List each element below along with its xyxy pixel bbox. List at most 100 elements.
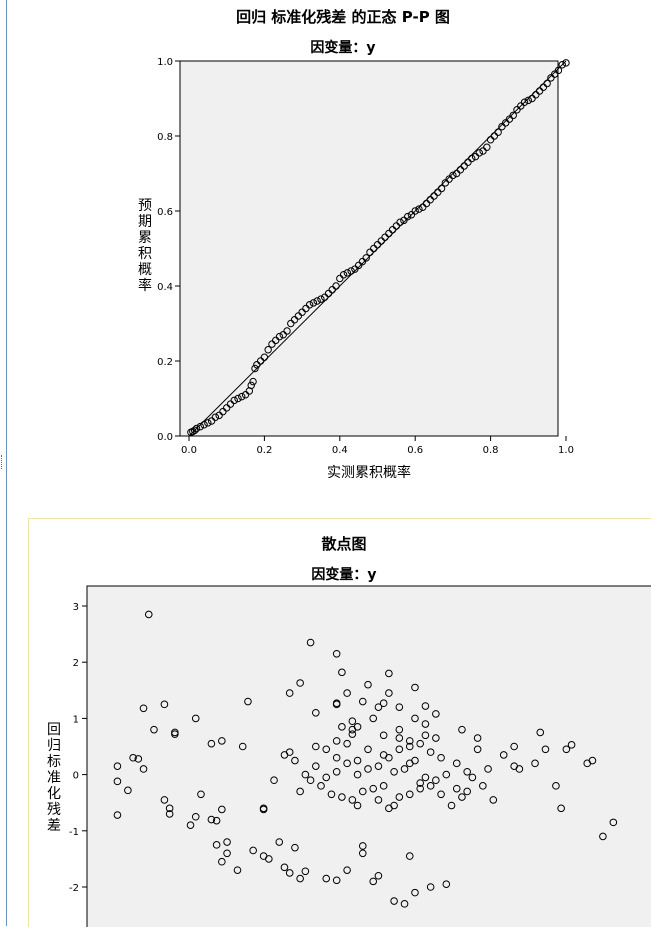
scatter-data-point bbox=[369, 784, 378, 793]
pp-ytick-label: 0.2 bbox=[157, 357, 173, 368]
scatter-data-point bbox=[218, 737, 226, 745]
scatter-data-point bbox=[452, 759, 461, 768]
scatter-data-point bbox=[395, 734, 404, 742]
scatter-data-point bbox=[458, 725, 466, 734]
scatter-data-point bbox=[353, 756, 362, 765]
scatter-data-point bbox=[557, 804, 565, 813]
pp-data-point bbox=[396, 218, 404, 226]
scatter-ytick-label: 2 bbox=[73, 658, 79, 669]
scatter-data-point bbox=[259, 805, 268, 814]
scatter-data-point bbox=[291, 756, 299, 765]
scatter-data-point bbox=[244, 697, 252, 706]
scatter-data-point bbox=[353, 770, 362, 779]
scatter-data-point bbox=[322, 874, 331, 883]
pp-data-point bbox=[430, 192, 438, 200]
scatter-data-point bbox=[301, 770, 310, 779]
pp-data-point bbox=[230, 396, 238, 405]
pp-data-point bbox=[343, 269, 352, 277]
pp-data-point bbox=[272, 336, 280, 345]
pp-data-point bbox=[407, 211, 416, 219]
scatter-data-point bbox=[160, 700, 169, 709]
scatter-data-point bbox=[343, 689, 351, 697]
scatter-data-point bbox=[296, 787, 304, 796]
pp-data-point bbox=[422, 199, 431, 208]
pp-data-point bbox=[490, 132, 499, 140]
pp-data-point bbox=[517, 102, 525, 110]
pp-data-point bbox=[468, 154, 476, 163]
scatter-data-point bbox=[348, 717, 357, 726]
pp-data-point bbox=[524, 96, 532, 105]
scatter-data-point bbox=[306, 638, 315, 647]
scatter-data-point bbox=[369, 877, 378, 886]
pp-data-point bbox=[449, 171, 457, 180]
pp-data-point bbox=[400, 216, 408, 225]
pp-data-point bbox=[249, 377, 257, 386]
scatter-data-point bbox=[296, 679, 304, 687]
pp-data-point bbox=[554, 66, 563, 75]
pp-data-point bbox=[336, 274, 344, 283]
pp-data-point bbox=[211, 413, 220, 421]
pp-data-point bbox=[535, 87, 544, 95]
scatter-data-point bbox=[385, 804, 393, 813]
pp-data-point bbox=[370, 244, 378, 253]
scatter-data-point bbox=[212, 841, 221, 849]
scatter-data-point bbox=[327, 790, 336, 799]
pp-data-point bbox=[464, 158, 472, 166]
scatter-data-point bbox=[395, 725, 404, 734]
scatter-data-point bbox=[432, 710, 440, 718]
scatter-data-point bbox=[405, 737, 414, 745]
pp-data-point bbox=[419, 203, 427, 211]
pp-data-point bbox=[501, 119, 510, 127]
pp-data-point bbox=[509, 111, 517, 120]
pp-ylabel-char: 预 bbox=[138, 198, 152, 214]
pp-data-point bbox=[238, 392, 246, 401]
left-splitter[interactable] bbox=[0, 0, 7, 926]
scatter-data-point bbox=[191, 812, 200, 821]
pp-ytick-label: 0.8 bbox=[157, 132, 173, 143]
scatter-data-point bbox=[312, 742, 320, 751]
scatter-data-point bbox=[452, 784, 461, 793]
pp-data-point bbox=[264, 346, 272, 354]
pp-data-point bbox=[332, 282, 340, 290]
scatter-data-point bbox=[207, 739, 216, 748]
scatter-ytick-label: 0 bbox=[73, 771, 79, 782]
scatter-data-point bbox=[479, 782, 487, 790]
pp-data-point bbox=[471, 152, 480, 161]
scatter-data-point bbox=[332, 753, 341, 762]
pp-data-point bbox=[388, 226, 397, 234]
pp-data-point bbox=[309, 299, 318, 307]
scatter-data-point bbox=[421, 773, 430, 782]
scatter-data-point bbox=[238, 742, 247, 751]
pp-data-point bbox=[366, 248, 374, 256]
scatter-data-point bbox=[113, 811, 122, 819]
scatter-data-point bbox=[218, 805, 226, 814]
pp-ylabel-char: 概 bbox=[138, 262, 152, 278]
pp-plot-svg: 回归 标准化残差 的正态 P-P 图 因变量：y 0.0 0.2 0.4 0.6 0.8… bbox=[138, 8, 574, 481]
scatter-data-point bbox=[411, 683, 419, 692]
splitter-grip-icon[interactable] bbox=[1, 455, 5, 469]
pp-data-point bbox=[381, 233, 389, 241]
scatter-data-point bbox=[374, 703, 383, 711]
scatter-ytick-label: -1 bbox=[69, 827, 79, 838]
scatter-data-point bbox=[447, 801, 456, 810]
pp-data-point bbox=[283, 327, 291, 335]
pp-data-point bbox=[339, 271, 348, 279]
scatter-data-point bbox=[280, 751, 289, 759]
scatter-data-point bbox=[364, 680, 372, 689]
scatter-data-point bbox=[426, 748, 435, 756]
pp-xtick-label: 0.2 bbox=[256, 445, 272, 456]
pp-data-point bbox=[532, 91, 540, 99]
scatter-data-point bbox=[223, 849, 231, 858]
scatter-data-point bbox=[285, 869, 294, 877]
pp-data-point bbox=[234, 394, 242, 403]
pp-data-point bbox=[411, 207, 419, 215]
pp-data-point bbox=[513, 106, 521, 114]
scatter-data-point bbox=[405, 852, 414, 860]
scatter-data-point bbox=[395, 793, 404, 801]
pp-data-point bbox=[207, 417, 216, 425]
scatter-data-point bbox=[343, 866, 351, 874]
pp-data-point bbox=[547, 74, 555, 82]
scatter-data-point bbox=[291, 843, 299, 852]
residual-scatter-panel: 散点图 因变量：y 3 2 1 0 -1 -2 回归标准化残差 bbox=[28, 518, 651, 931]
scatter-data-point bbox=[348, 730, 357, 738]
